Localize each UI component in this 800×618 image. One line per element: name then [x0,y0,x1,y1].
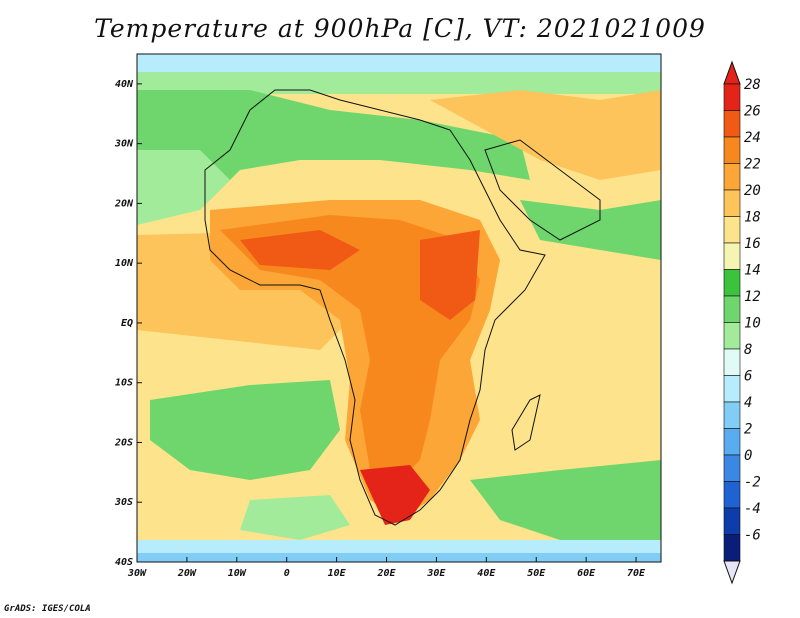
arabia-coast [484,139,601,241]
sahara-green [137,90,530,220]
colorbar-label: 10 [744,316,761,332]
colorbar-label: 18 [744,210,761,226]
colorbar-label: 4 [744,395,752,411]
arabia-warm [430,90,661,180]
lat-tick-label: 20N [114,198,134,209]
south-band-colder [137,553,661,562]
lon-tick-label: 40E [477,568,496,579]
colorbar-swatch [723,269,741,297]
axis-ticks: 30W 20W 10W 0 10E 20E 30E 40E 50E 60E 70E 40N 30N 20N… [114,79,646,579]
colorbar-label: 0 [744,448,752,464]
colorbar-top-arrow [723,60,741,85]
colorbar-swatch [723,110,741,138]
colorbar-label: 24 [744,130,761,146]
africa-coast [204,89,546,526]
chart-title: Temperature at 900hPa [C], VT: 202102100… [94,14,706,43]
lon-tick-label: 60E [577,568,596,579]
lon-tick-label: 70E [627,568,646,579]
lat-tick-label: 10S [115,378,133,389]
africa-hot [220,215,480,490]
colorbar-label: 2 [744,422,752,438]
colorbar-swatch [723,401,741,429]
colorbar-swatch [723,348,741,376]
lon-tick-label: 20W [177,568,197,579]
colorbar-swatch [723,295,741,323]
colorbar-label: 16 [744,236,761,252]
lat-tick-label: 20S [114,437,133,448]
colorbar-swatch [723,136,741,164]
lon-tick-label: 10E [328,568,347,579]
colorbar-label: 8 [744,342,752,358]
colorbar-bottom-arrow [723,560,741,585]
colorbar-swatch [723,242,741,270]
colorbar-swatch [723,534,741,562]
lon-tick-label: 30W [127,568,147,579]
lat-tick-label: 10N [115,258,134,269]
east-africa-hotspot [420,230,480,320]
lon-tick-label: 10W [228,568,247,579]
lat-tick-label: 30S [114,497,133,508]
colorbar-label: -2 [744,475,761,491]
lat-tick-label: 40S [115,557,133,568]
colorbar-label: 20 [744,183,761,199]
colorbar-swatch [723,322,741,350]
north-band-cold [137,54,661,72]
colorbar-label: 22 [744,157,761,173]
colorbar-swatch [723,163,741,191]
colorbar-label: 28 [744,77,761,93]
lon-tick-label: 0 [284,568,290,579]
lat-tick-label: 30N [114,139,134,150]
colorbar-label: 6 [744,369,752,385]
colorbar-label: -4 [744,501,761,517]
colorbar-swatch [723,507,741,535]
madagascar-coast [511,394,541,451]
map-frame [136,53,662,563]
lon-tick-label: 30E [426,568,446,579]
lon-tick-label: 20E [376,568,396,579]
colorbar-swatch [723,375,741,403]
south-atlantic-cool [240,495,350,540]
colorbar-swatch [723,428,741,456]
lat-tick-label: 40N [115,79,134,90]
sahel-hotspot [240,230,360,270]
colorbar-swatch [723,189,741,217]
temperature-field [137,54,661,562]
credit-label: GrADS: IGES/COLA [4,604,91,614]
lon-tick-label: 50E [527,568,546,579]
colorbar-label: 14 [744,263,761,279]
colorbar-label: 26 [744,104,761,120]
colorbar-swatch [723,454,741,482]
coastlines [204,89,601,526]
south-atlantic-green [150,380,340,480]
colorbar-swatch [723,216,741,244]
south-africa-hotspot [360,465,430,525]
colorbar-label: 12 [744,289,761,305]
arabian-sea-green [520,200,661,260]
colorbar-swatch [723,83,741,111]
lat-tick-label: EQ [121,318,133,329]
colorbar-label: -6 [744,528,761,544]
southern-indian-green [470,460,661,540]
colorbar-swatch [723,481,741,509]
